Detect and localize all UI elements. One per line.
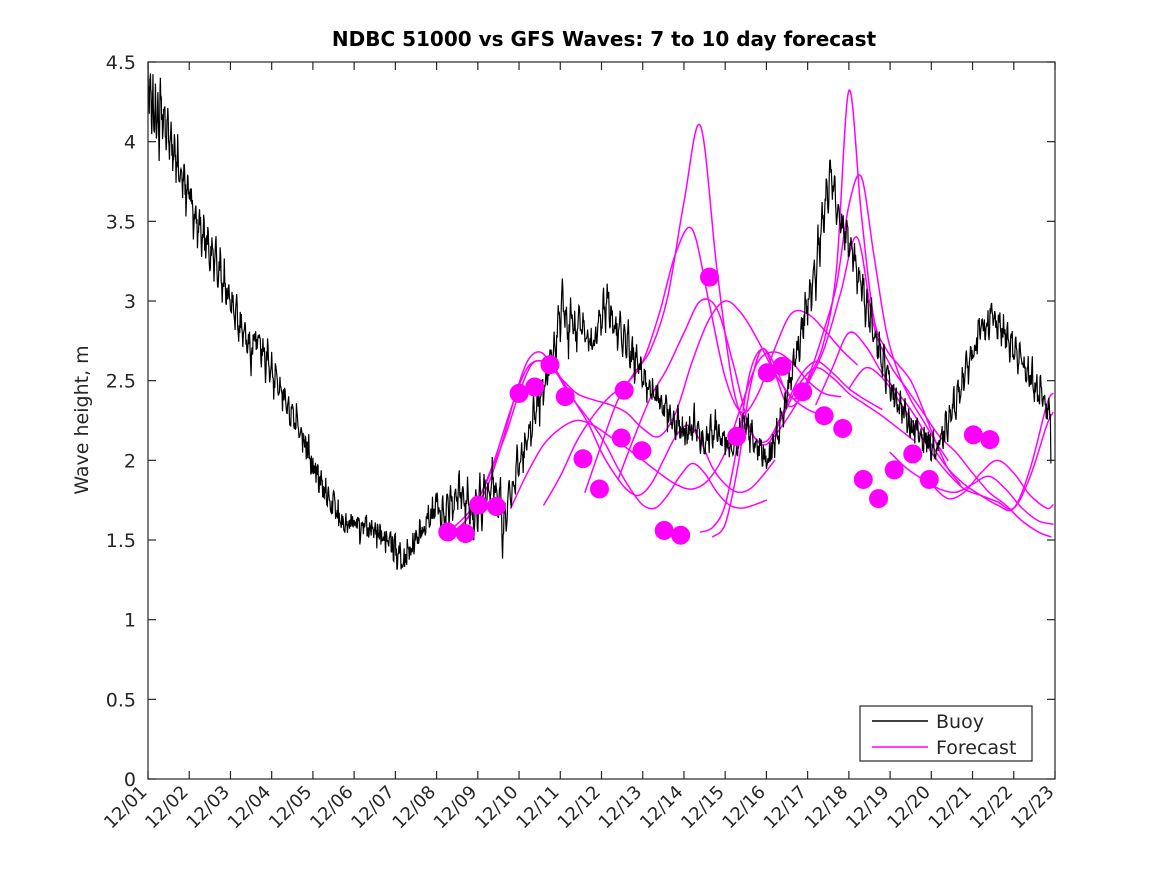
forecast-point-marker [869,489,889,509]
forecast-point-marker [455,524,475,544]
forecast-points-group [438,267,1000,545]
y-tick-label: 0 [124,769,136,791]
forecast-point-marker [980,430,1000,450]
forecast-point-marker [540,355,560,375]
y-tick-label: 1.5 [106,530,136,552]
forecast-point-marker [525,377,545,397]
legend-label-buoy: Buoy [936,711,984,733]
y-tick-label: 1 [124,610,136,632]
buoy-observed-line [148,62,1052,570]
forecast-point-marker [632,441,652,461]
forecast-point-marker [654,520,674,540]
forecast-point-marker [757,363,777,383]
forecast-run-line [617,298,916,481]
y-tick-label: 0.5 [106,689,136,711]
legend: Buoy Forecast [859,705,1033,762]
forecast-run-line [699,174,949,533]
forecast-point-marker [884,460,904,480]
forecast-point-marker [853,469,873,489]
forecast-point-marker [671,525,691,545]
y-axis-ticks: 0 0.5 1 1.5 2 2.5 3 3.5 4 4.5 [106,52,1055,791]
legend-label-forecast: Forecast [936,737,1016,759]
forecast-point-marker [469,495,489,515]
forecast-run-line [460,300,825,529]
forecast-point-marker [919,469,939,489]
forecast-run-line [510,351,842,509]
forecast-point-marker [509,383,529,403]
forecast-point-marker [611,428,631,448]
forecast-point-marker [772,356,792,376]
y-tick-label: 4 [124,132,136,154]
forecast-point-marker [727,426,747,446]
y-tick-label: 2.5 [106,371,136,393]
y-tick-label: 2 [124,450,136,472]
forecast-point-marker [555,387,575,407]
forecast-run-line [452,351,776,533]
forecast-point-marker [793,382,813,402]
y-tick-label: 3 [124,291,136,313]
forecast-point-marker [614,380,634,400]
y-tick-label: 3.5 [106,211,136,233]
forecast-point-marker [573,449,593,469]
forecast-run-line [930,459,1054,510]
forecast-lines-group [446,89,1054,538]
forecast-point-marker [814,406,834,426]
forecast-run-line [848,366,1054,510]
forecast-point-marker [833,418,853,438]
forecast-point-marker [963,425,983,445]
forecast-run-line [773,236,1052,538]
y-axis-label: Wave height, m [71,345,93,494]
forecast-point-marker [589,479,609,499]
y-tick-label: 4.5 [106,52,136,74]
buoy-line-group [148,62,1052,570]
forecast-point-marker [903,444,923,464]
forecast-point-marker [486,497,506,517]
forecast-run-line [543,226,858,506]
forecast-point-marker [438,522,458,542]
forecast-point-marker [700,267,720,287]
legend-box [859,705,1033,762]
chart-title: NDBC 51000 vs GFS Waves: 7 to 10 day for… [332,27,877,51]
forecast-run-line [712,89,961,538]
